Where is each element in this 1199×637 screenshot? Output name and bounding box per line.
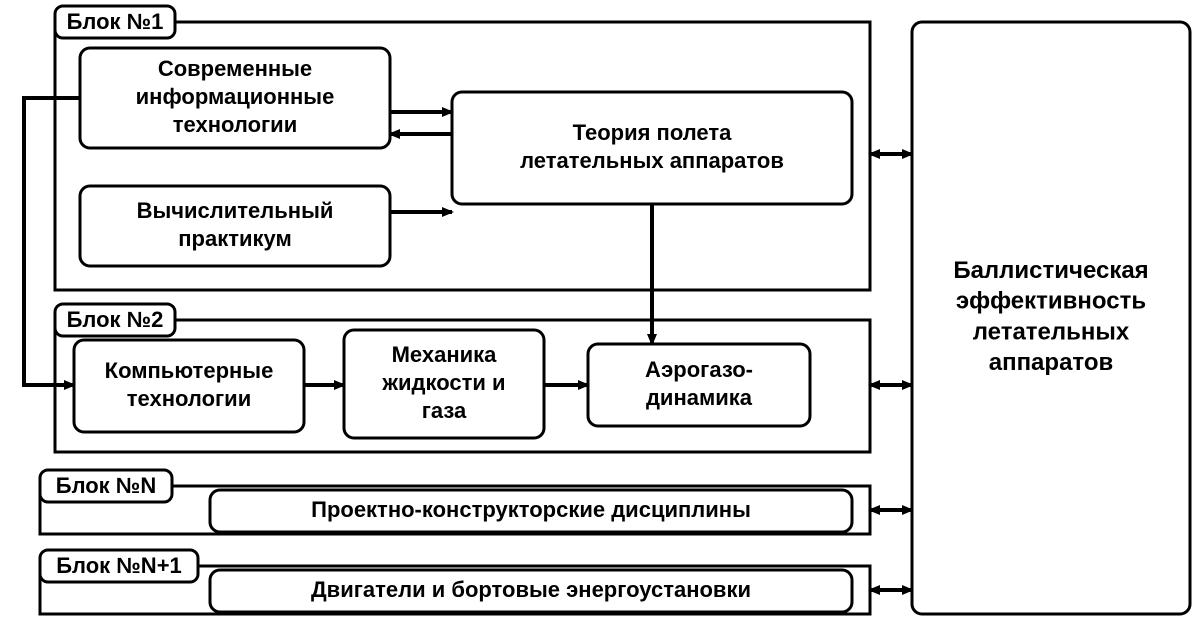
node-text-line: Вычислительный [137,198,334,223]
node-text-line: летательных аппаратов [520,148,784,173]
node-text-line: технологии [173,112,297,137]
node-text-line: динамика [646,385,753,410]
node-text-line: летательных [973,319,1130,346]
node-text-line: практикум [178,226,292,251]
edge [24,98,80,385]
block-label-text-b2: Блок №2 [67,307,164,332]
node-text-line: технологии [127,386,251,411]
node-text-line: жидкости и [381,370,505,395]
node-text-line: информационные [136,84,335,109]
node-text-line: Баллистическая [953,257,1148,284]
block-label-text-bN: Блок №N [56,473,156,498]
node-text-line: Аэрогазо- [645,357,753,382]
block-label-text-bN1: Блок №N+1 [56,553,182,578]
node-text-line: эффективность [956,288,1146,315]
node-text-line: Теория полета [573,120,733,145]
node-text-line: Проектно-конструкторские дисциплины [311,497,751,522]
node-text-proj: Проектно-конструкторские дисциплины [311,497,751,522]
block-label-text-b1: Блок №1 [67,9,164,34]
node-text-line: аппаратов [989,349,1114,376]
node-text-line: Двигатели и бортовые энергоустановки [311,577,751,602]
node-text-eng: Двигатели и бортовые энергоустановки [311,577,751,602]
node-text-line: газа [422,398,467,423]
node-text-line: Компьютерные [105,358,274,383]
node-text-line: Современные [158,56,312,81]
node-text-line: Механика [392,342,498,367]
